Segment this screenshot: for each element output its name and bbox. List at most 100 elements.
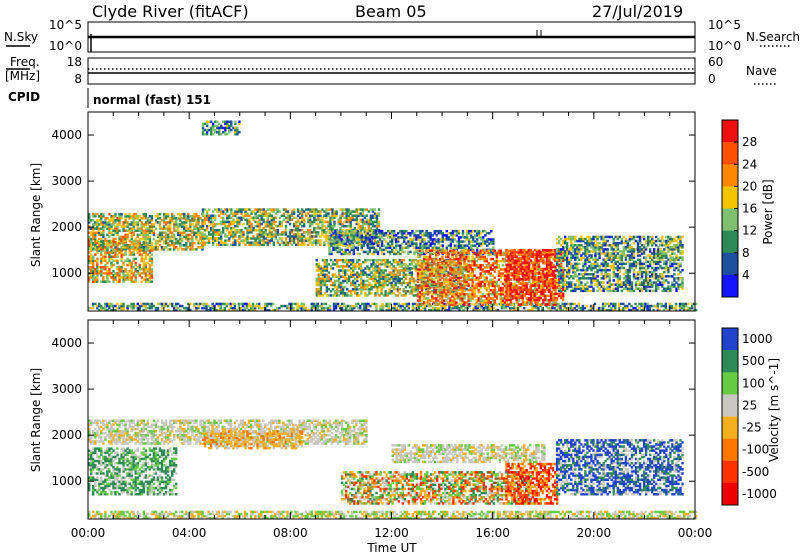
echo-cell <box>315 235 318 238</box>
echo-cell <box>191 223 194 226</box>
echo-cell <box>315 241 318 244</box>
echo-cell <box>435 301 438 304</box>
echo-cell <box>369 226 373 230</box>
echo-cell <box>346 279 349 283</box>
echo-cell <box>146 244 150 247</box>
echo-cell <box>305 208 308 211</box>
echo-cell <box>228 233 231 236</box>
echo-cell <box>420 288 424 292</box>
echo-cell <box>286 214 290 217</box>
echo-cell <box>142 223 145 226</box>
echo-cell <box>236 231 239 234</box>
echo-cell <box>144 253 148 256</box>
echo-cell <box>150 280 154 283</box>
echo-cell <box>262 210 265 213</box>
echo-cell <box>168 227 172 230</box>
echo-cell <box>156 241 160 245</box>
echo-cell <box>106 221 109 224</box>
echo-cell <box>201 237 205 240</box>
echo-cell <box>397 238 400 241</box>
echo-cell <box>357 226 360 230</box>
echo-cell <box>471 238 475 241</box>
echo-cell <box>98 249 101 252</box>
echo-cell <box>670 306 674 310</box>
echo-cell <box>389 246 392 249</box>
echo-cell <box>234 243 237 246</box>
echo-cell <box>339 214 342 217</box>
echo-cell <box>325 288 329 291</box>
echo-cell <box>399 248 402 252</box>
echo-cell <box>264 231 267 234</box>
echo-cell <box>355 216 358 220</box>
echo-cell <box>296 237 300 240</box>
echo-cell <box>248 208 251 211</box>
echo-cell <box>296 233 300 236</box>
echo-cell <box>392 269 395 272</box>
echo-cell <box>187 212 190 216</box>
echo-cell <box>158 235 162 239</box>
echo-cell <box>92 302 95 306</box>
echo-cell <box>345 208 348 211</box>
echo-cell <box>218 133 221 136</box>
echo-cell <box>414 288 418 291</box>
echo-cell <box>370 263 373 266</box>
echo-cell <box>648 306 651 310</box>
echo-cell <box>344 292 347 295</box>
echo-cell <box>228 126 231 130</box>
echo-cell <box>372 261 375 264</box>
echo-cell <box>124 237 127 241</box>
echo-cell <box>339 265 343 268</box>
echo-cell <box>339 258 343 262</box>
echo-cell <box>112 276 115 279</box>
echo-cell <box>346 236 349 239</box>
echo-cell <box>610 302 613 306</box>
echo-cell <box>303 218 306 222</box>
echo-cell <box>305 239 308 242</box>
echo-cell <box>106 261 109 265</box>
echo-cell <box>429 244 432 247</box>
echo-cell <box>96 241 99 245</box>
echo-cell <box>428 299 432 302</box>
echo-cell <box>209 128 213 132</box>
echo-cell <box>366 242 370 245</box>
echo-cell <box>341 258 345 262</box>
echo-cell <box>256 220 259 224</box>
echo-cell <box>508 308 512 312</box>
echo-cell <box>465 288 468 291</box>
echo-cell <box>332 236 335 239</box>
echo-cell <box>124 274 127 277</box>
echo-cell <box>463 295 466 298</box>
echo-cell <box>354 285 357 289</box>
echo-cell <box>401 308 404 312</box>
echo-cell <box>321 275 325 278</box>
echo-cell <box>211 224 215 228</box>
echo-cell <box>106 241 109 245</box>
echo-cell <box>328 304 332 308</box>
echo-cell <box>234 128 237 132</box>
echo-cell <box>441 291 444 294</box>
echo-cell <box>256 216 259 220</box>
echo-cell <box>315 218 318 222</box>
echo-cell <box>168 239 172 243</box>
echo-cell <box>335 214 338 217</box>
echo-cell <box>463 240 467 243</box>
echo-cell <box>258 306 261 310</box>
echo-cell <box>491 282 495 286</box>
echo-cell <box>461 279 464 283</box>
echo-cell <box>437 261 440 265</box>
echo-cell <box>467 257 470 261</box>
echo-cell <box>447 294 450 297</box>
echo-cell <box>124 259 127 263</box>
echo-cell <box>158 231 162 234</box>
echo-cell <box>453 272 456 275</box>
echo-cell <box>656 308 659 312</box>
echo-cell <box>130 253 133 256</box>
echo-cell <box>382 281 385 285</box>
echo-cell <box>342 308 346 312</box>
echo-cell <box>343 208 346 211</box>
echo-cell <box>461 236 465 239</box>
echo-cell <box>365 218 369 222</box>
echo-cell <box>323 243 326 246</box>
echo-cell <box>393 252 396 256</box>
echo-cell <box>428 274 432 277</box>
